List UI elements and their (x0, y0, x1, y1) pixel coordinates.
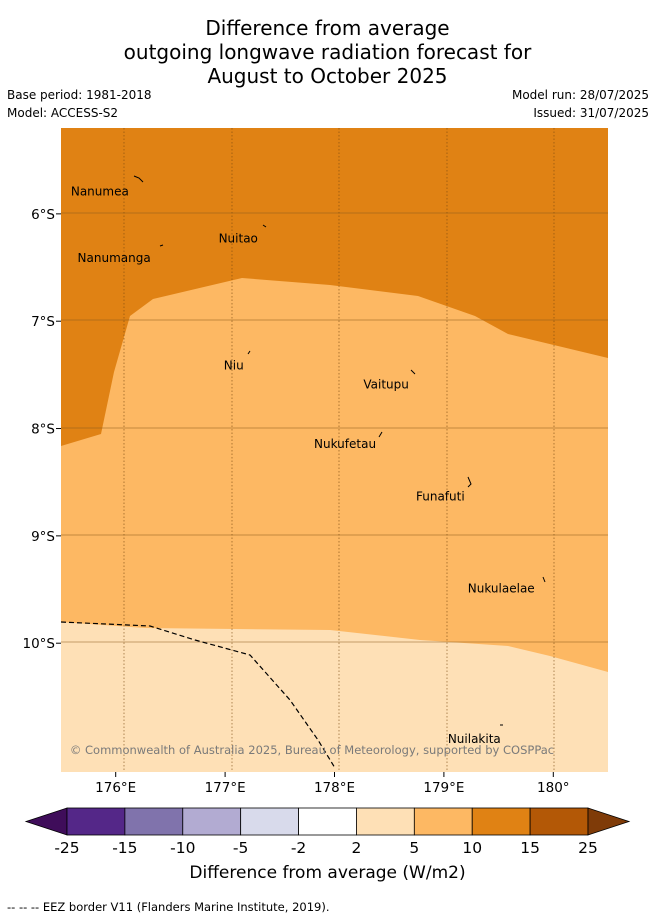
place-label: Nuilakita (448, 732, 501, 746)
place-label: Nanumanga (78, 251, 151, 265)
colorbar-tick-label: 2 (352, 839, 362, 857)
colorbar-swatch (298, 807, 357, 836)
colorbar-tick-label: -10 (170, 839, 195, 857)
colorbar-swatch (66, 807, 126, 836)
place-label: Nukulaelae (468, 582, 535, 596)
title-line-3: August to October 2025 (207, 64, 448, 88)
colorbar-tick-label: -25 (54, 839, 79, 857)
lat-tick-label: 6°S (31, 207, 55, 223)
lat-tick-label: 8°S (31, 422, 55, 438)
lon-tick-label: 179°E (423, 780, 464, 796)
lat-tick-label: 9°S (31, 529, 55, 545)
lat-tick-label: 7°S (31, 314, 55, 330)
latitude-ticks: 6°S 7°S 8°S 9°S 10°S (23, 207, 61, 652)
gridlines (123, 128, 555, 772)
place-label: Vaitupu (363, 378, 409, 392)
colorbar-extend-low (24, 807, 68, 836)
model-run: Model run: 28/07/2025 (511, 88, 649, 102)
colorbar-swatch (356, 807, 415, 836)
colorbar-swatch (529, 807, 589, 836)
band-2-5-lower (61, 703, 608, 772)
eez-border (61, 621, 336, 769)
colorbar-tick-label: 10 (462, 839, 482, 857)
base-period: Base period: 1981-2018 (7, 88, 152, 102)
colorbar-swatch (124, 807, 184, 836)
lon-tick-label: 177°E (205, 780, 246, 796)
colorbar-tick-label: 15 (520, 839, 540, 857)
colorbar-swatch (240, 807, 299, 836)
colorbar-swatch (182, 807, 242, 836)
colorbar-swatch (413, 807, 473, 836)
colorbar-tick-label: -15 (112, 839, 137, 857)
forecast-map: Nanumea Nuitao Nanumanga Niu Vaitupu Nukufeta… (23, 128, 631, 857)
place-label: Nuitao (219, 232, 258, 246)
lon-tick-label: 176°E (95, 780, 136, 796)
place-label: Funafuti (416, 489, 465, 503)
colorbar-tick-label: 25 (578, 839, 598, 857)
island-outlines (133, 175, 546, 726)
lon-tick-label: 178°E (314, 780, 355, 796)
eez-legend-note: -- -- -- EEZ border V11 (Flanders Marine… (7, 900, 330, 914)
place-label: Niu (224, 358, 244, 372)
place-label: Nukufetau (314, 437, 376, 451)
colorbar-label: Difference from average (W/m2) (189, 863, 466, 883)
lat-tick-label: 10°S (23, 636, 56, 652)
lon-tick-label: 180° (537, 780, 570, 796)
colorbar-tick-label: -2 (291, 839, 306, 857)
issued-date: Issued: 31/07/2025 (533, 106, 649, 120)
place-label: Nanumea (71, 185, 129, 199)
latitude-lines (61, 212, 608, 643)
title-line-2: outgoing longwave radiation forecast for (123, 40, 532, 64)
place-labels: Nanumea Nuitao Nanumanga Niu Vaitupu Nukufeta… (71, 185, 535, 746)
longitude-ticks: 176°E 177°E 178°E 179°E 180° (95, 772, 570, 796)
colorbar-tick-label: -5 (233, 839, 248, 857)
colorbar: -25 -15 -10 -5 -2 2 5 10 15 25 (24, 807, 631, 857)
copyright-notice: © Commonwealth of Australia 2025, Bureau… (70, 743, 554, 757)
colorbar-swatch (471, 807, 531, 836)
model-name: Model: ACCESS-S2 (7, 106, 119, 120)
map-title: Difference from average outgoing longwav… (0, 16, 655, 88)
colorbar-tick-label: 5 (409, 839, 419, 857)
title-line-1: Difference from average (205, 16, 450, 40)
colorbar-extend-high (587, 807, 631, 836)
